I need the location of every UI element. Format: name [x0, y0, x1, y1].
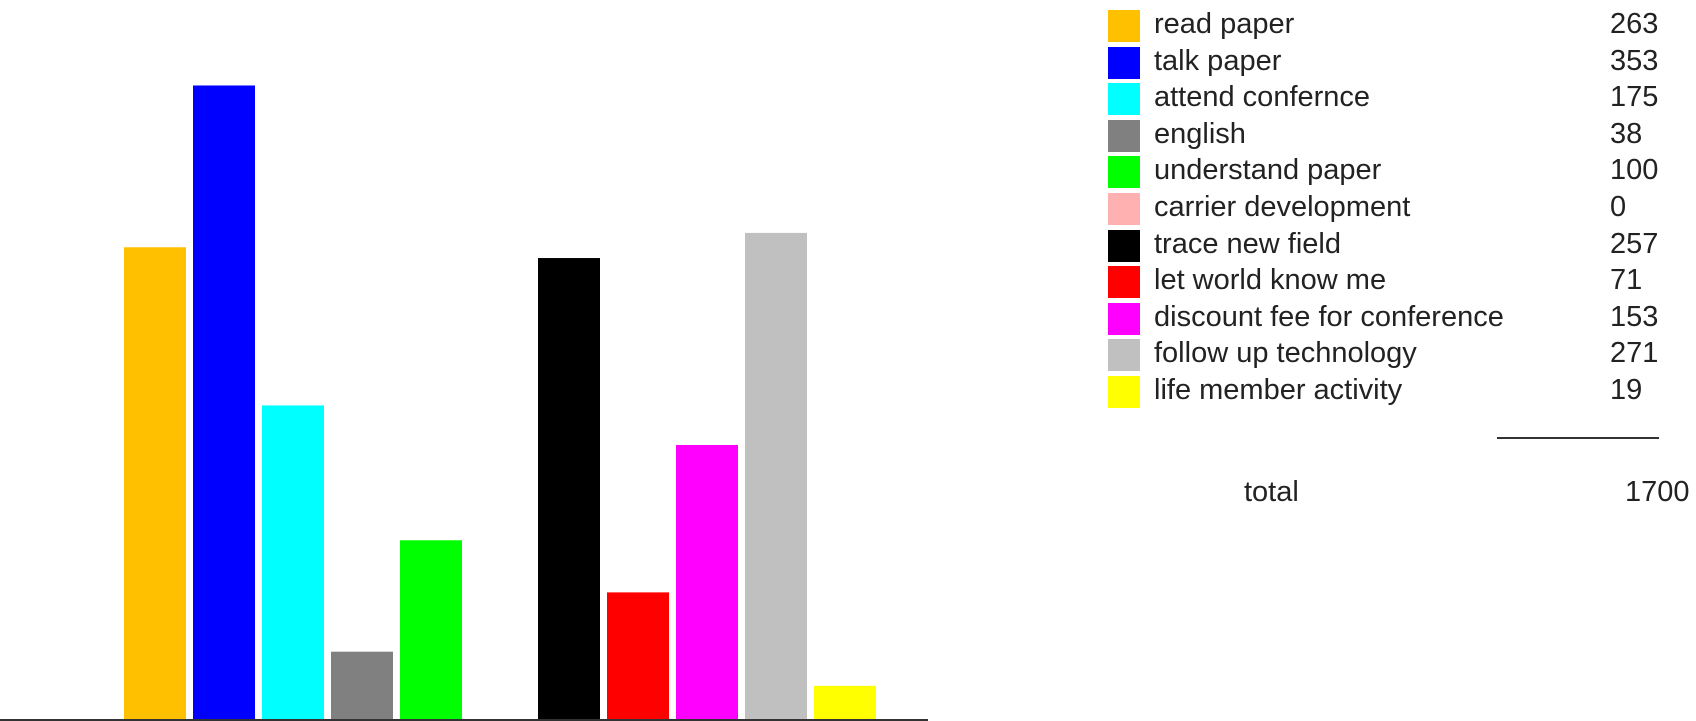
- legend-swatch: [1108, 192, 1140, 225]
- legend-label: carrier development: [1154, 190, 1411, 223]
- legend-item: life member activity 19: [1108, 371, 1688, 408]
- legend-label: follow up technology: [1154, 337, 1417, 370]
- legend-value: 71: [1610, 264, 1643, 297]
- bar-chart: [0, 85, 928, 721]
- legend-value: 263: [1610, 8, 1659, 40]
- legend-label: english: [1154, 117, 1246, 150]
- legend-swatch: [1108, 266, 1140, 299]
- legend-swatch: [1108, 375, 1140, 408]
- bar-life-member-activity: [814, 685, 876, 720]
- legend-value: 19: [1610, 373, 1643, 406]
- legend-value: 271: [1610, 337, 1659, 370]
- legend-item: read paper 263: [1108, 5, 1688, 42]
- legend-swatch: [1108, 229, 1140, 262]
- legend-value: 175: [1610, 81, 1659, 114]
- legend-value: 0: [1610, 190, 1627, 223]
- bar-read-paper: [124, 247, 186, 720]
- legend-item: follow up technology 271: [1108, 334, 1688, 372]
- legend: read paper 263 talk paper 353 attend confern…: [1108, 5, 1688, 408]
- legend-label: talk paper: [1154, 44, 1282, 77]
- legend-item: english 38: [1108, 115, 1688, 152]
- legend-label: understand paper: [1154, 154, 1382, 187]
- legend-value: 100: [1610, 154, 1659, 187]
- legend-swatch: [1108, 46, 1140, 79]
- legend-swatch: [1108, 10, 1140, 42]
- total-value: 1700: [1625, 476, 1690, 508]
- legend-swatch: [1108, 302, 1140, 335]
- legend-item: talk paper 353: [1108, 42, 1688, 79]
- bar-understand-paper: [400, 540, 462, 720]
- bar-trace-new-field: [538, 258, 600, 720]
- legend-label: let world know me: [1154, 264, 1387, 297]
- legend-label: life member activity: [1154, 373, 1403, 406]
- total-label: total: [1244, 476, 1299, 508]
- legend-item: trace new field 257: [1108, 225, 1688, 262]
- legend-item: discount fee for conference 153: [1108, 298, 1688, 335]
- legend-label: trace new field: [1154, 227, 1341, 260]
- legend-item: attend confernce 175: [1108, 78, 1688, 116]
- bar-let-world-know-me: [607, 592, 669, 720]
- legend-swatch: [1108, 119, 1140, 152]
- bar-follow-up-technology: [745, 232, 807, 720]
- legend-item: understand paper 100: [1108, 151, 1688, 189]
- total-divider: [1497, 437, 1659, 439]
- legend-swatch: [1108, 339, 1140, 372]
- legend-item: let world know me 71: [1108, 261, 1688, 299]
- legend-label: discount fee for conference: [1154, 300, 1504, 333]
- bar-attend-confernce: [262, 405, 324, 720]
- bar-discount-fee-for-conference: [676, 444, 738, 720]
- legend-swatch: [1108, 156, 1140, 189]
- bar-english: [331, 651, 393, 720]
- bar-talk-paper: [193, 85, 255, 721]
- legend-value: 38: [1610, 117, 1643, 150]
- legend-value: 257: [1610, 227, 1659, 260]
- legend-value: 353: [1610, 44, 1659, 77]
- legend-label: attend confernce: [1154, 81, 1371, 114]
- legend-label: read paper: [1154, 8, 1295, 40]
- legend-swatch: [1108, 83, 1140, 116]
- legend-item: carrier development 0: [1108, 188, 1688, 225]
- legend-value: 153: [1610, 300, 1659, 333]
